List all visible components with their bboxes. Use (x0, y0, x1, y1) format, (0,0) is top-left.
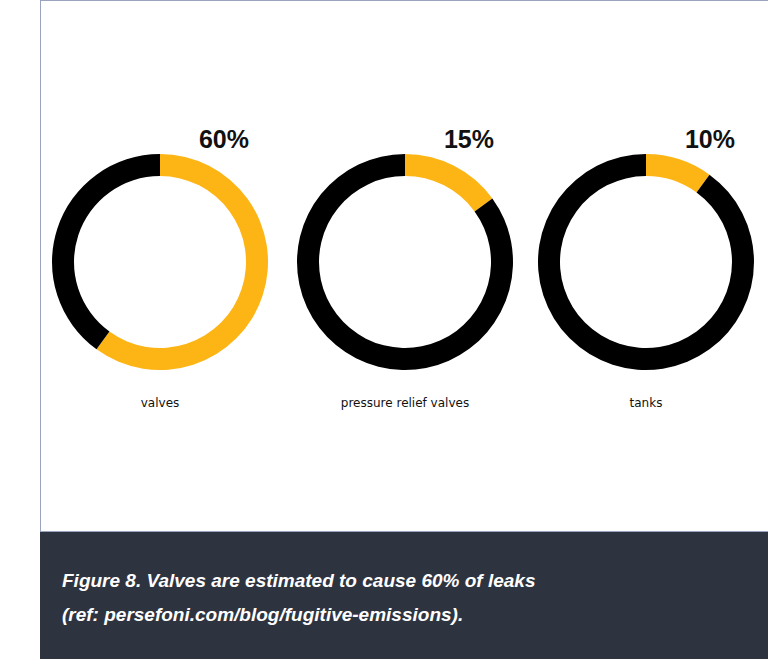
html-text:valves: valves (140, 396, 180, 410)
html-text:Figure 8. Valves are estimated: Figure 8. Valves are estimated to cause … (62, 570, 536, 591)
svg-text:10%: 10% (685, 125, 735, 153)
html-text:(ref: persefoni.com/blog/fugit: (ref: persefoni.com/blog/fugitive-emissi… (62, 604, 464, 625)
svg-text:15%: 15% (444, 125, 494, 153)
html-text:tanks: tanks (629, 396, 663, 410)
html-text:pressure relief valves: pressure relief valves (340, 396, 470, 410)
svg-text:60%: 60% (199, 125, 249, 153)
